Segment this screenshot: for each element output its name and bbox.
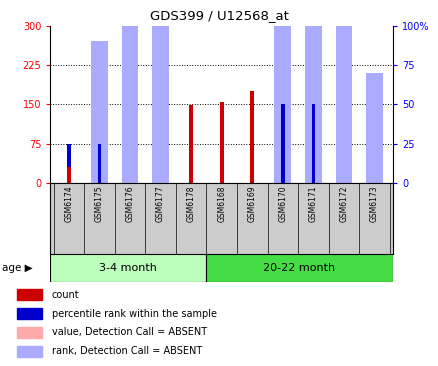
Bar <box>219 108 223 183</box>
Bar <box>67 167 71 183</box>
Text: GSM6174: GSM6174 <box>64 185 73 222</box>
Text: value, Detection Call = ABSENT: value, Detection Call = ABSENT <box>52 327 206 337</box>
Text: GSM6171: GSM6171 <box>308 185 317 222</box>
Text: GSM6170: GSM6170 <box>278 185 287 222</box>
Bar <box>311 104 314 183</box>
Bar <box>304 0 321 183</box>
Bar <box>189 105 193 183</box>
Text: GSM6175: GSM6175 <box>95 185 104 222</box>
Bar <box>304 68 321 183</box>
Text: GSM6173: GSM6173 <box>369 185 378 222</box>
Bar <box>121 10 138 183</box>
Text: count: count <box>52 290 79 300</box>
Bar <box>280 104 284 183</box>
Bar <box>17 346 42 357</box>
Bar <box>152 120 169 183</box>
Bar <box>121 121 138 183</box>
Text: GSM6169: GSM6169 <box>247 185 256 222</box>
Bar <box>189 106 193 183</box>
Text: GSM6178: GSM6178 <box>186 185 195 222</box>
Text: percentile rank within the sample: percentile rank within the sample <box>52 309 216 319</box>
Bar <box>152 2 169 183</box>
Text: age ▶: age ▶ <box>2 263 33 273</box>
Bar <box>335 0 352 183</box>
Bar <box>17 308 42 319</box>
Bar <box>335 109 352 183</box>
Bar <box>50 254 206 282</box>
Bar <box>250 91 254 183</box>
Bar <box>274 0 290 183</box>
Text: GDS399 / U12568_at: GDS399 / U12568_at <box>150 9 288 22</box>
Bar <box>17 327 42 338</box>
Bar <box>250 104 254 183</box>
Text: GSM6177: GSM6177 <box>155 185 165 222</box>
Bar <box>219 102 223 183</box>
Text: 20-22 month: 20-22 month <box>263 263 335 273</box>
Text: GSM6176: GSM6176 <box>125 185 134 222</box>
Bar <box>97 143 101 183</box>
Text: GSM6168: GSM6168 <box>217 185 226 222</box>
Text: rank, Detection Call = ABSENT: rank, Detection Call = ABSENT <box>52 346 201 356</box>
Bar <box>67 143 71 183</box>
Text: 3-4 month: 3-4 month <box>99 263 157 273</box>
Text: GSM6172: GSM6172 <box>339 185 348 222</box>
Bar <box>91 131 108 183</box>
Bar <box>17 289 42 300</box>
Bar <box>91 41 108 183</box>
Bar <box>365 143 382 183</box>
Bar <box>206 254 392 282</box>
Bar <box>365 73 382 183</box>
Bar <box>274 70 290 183</box>
